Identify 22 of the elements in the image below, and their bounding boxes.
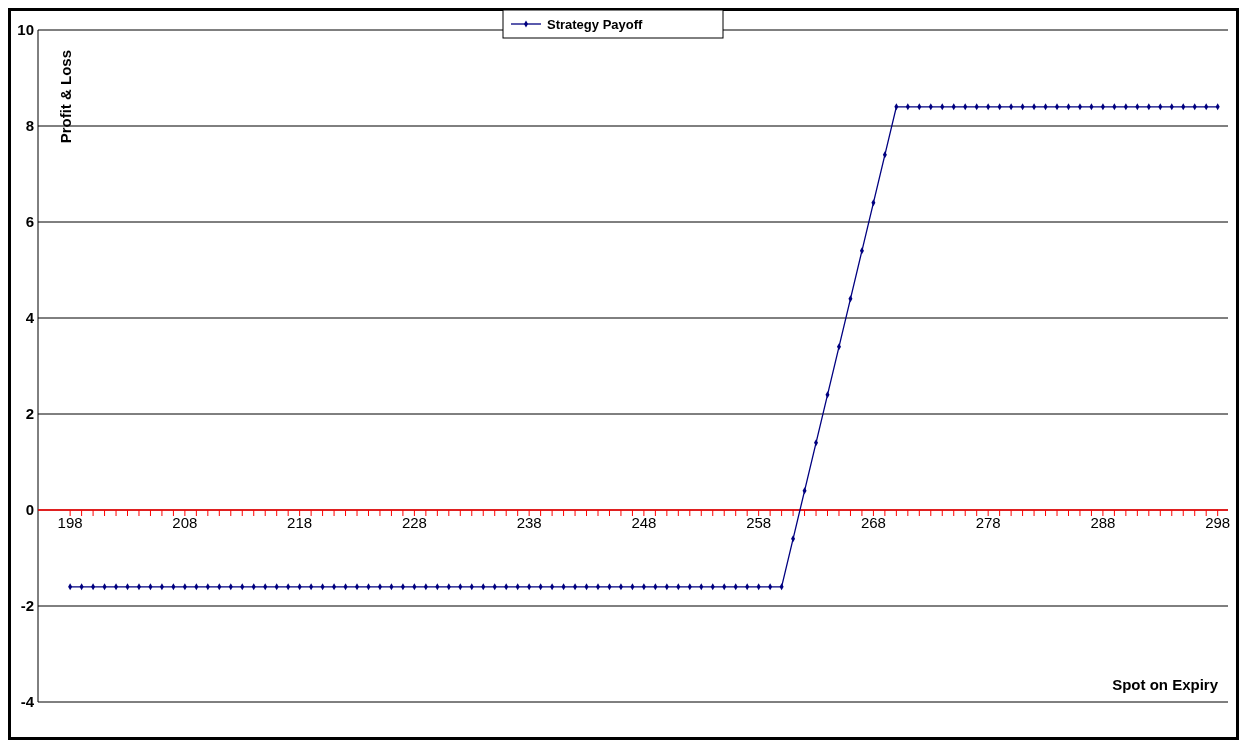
x-tick-label: 258 bbox=[746, 514, 772, 531]
y-tick-label: -4 bbox=[20, 693, 35, 711]
x-tick-label: 208 bbox=[172, 514, 198, 531]
x-tick-label: 278 bbox=[975, 514, 1001, 531]
x-tick-label: 218 bbox=[287, 514, 313, 531]
x-tick-label: 198 bbox=[57, 514, 83, 531]
y-tick-label: 6 bbox=[25, 213, 34, 231]
x-tick-label: 288 bbox=[1090, 514, 1116, 531]
y-axis-title: Profit & Loss bbox=[57, 50, 74, 144]
y-tick-label: 0 bbox=[25, 501, 34, 519]
x-tick-label: 298 bbox=[1205, 514, 1231, 531]
y-tick-label: 10 bbox=[17, 21, 34, 39]
legend-label: Strategy Payoff bbox=[547, 16, 644, 32]
x-axis-title: Spot on Expiry bbox=[1112, 676, 1219, 693]
x-tick-label: 248 bbox=[631, 514, 657, 531]
x-tick-label: 228 bbox=[401, 514, 427, 531]
x-tick-label: 238 bbox=[516, 514, 542, 531]
x-tick-label: 268 bbox=[860, 514, 886, 531]
y-tick-label: 8 bbox=[25, 117, 34, 135]
y-tick-label: 4 bbox=[25, 309, 35, 327]
y-tick-label: 2 bbox=[25, 405, 34, 423]
y-tick-label: -2 bbox=[20, 597, 34, 615]
